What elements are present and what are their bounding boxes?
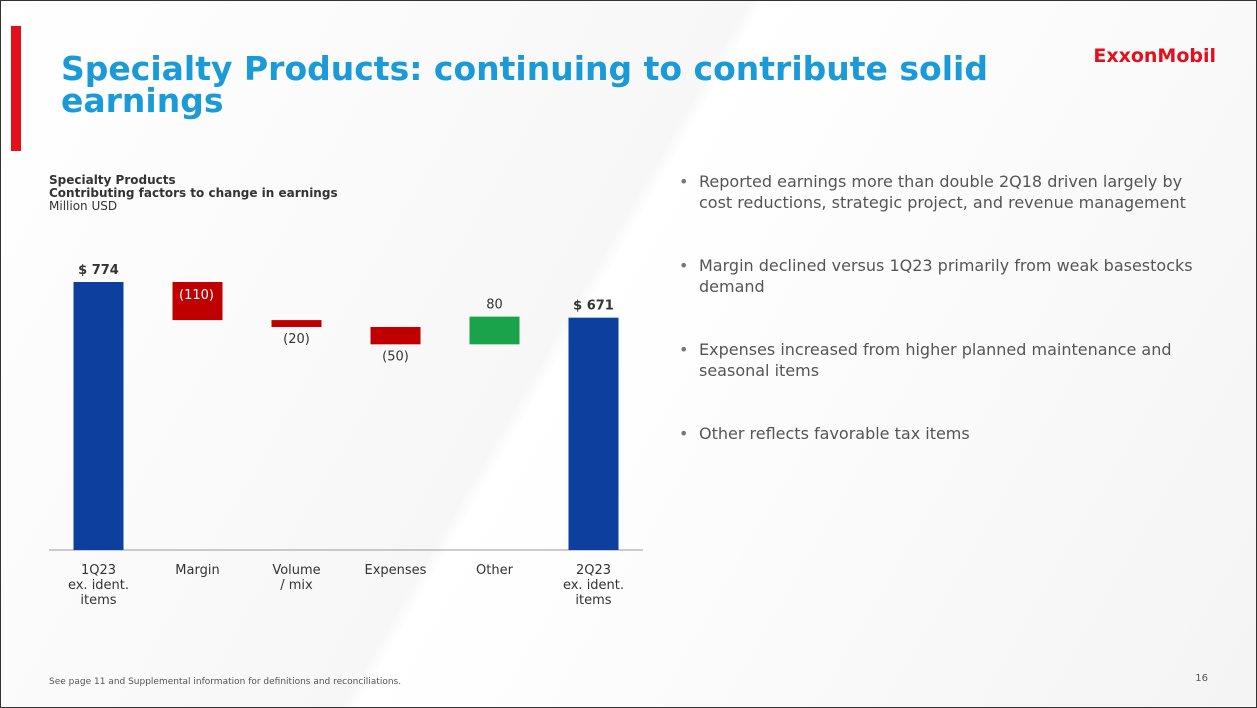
chart-unit: Million USD [49, 199, 118, 213]
x-tick-label: Other [476, 563, 514, 578]
bullet-list: Reported earnings more than double 2Q18 … [673, 171, 1213, 486]
x-tick-label: Volume [272, 563, 320, 578]
slide-title: Specialty Products: continuing to contri… [61, 49, 988, 120]
bullet: Margin declined versus 1Q23 primarily fr… [673, 255, 1213, 297]
x-tick-label: ex. ident. [68, 578, 129, 593]
value-label: (20) [283, 332, 310, 347]
x-tick-label: Expenses [365, 563, 427, 578]
value-label: (50) [382, 349, 409, 364]
x-tick-label: 1Q23 [81, 563, 116, 578]
red-edge [11, 26, 21, 151]
x-tick-label: ex. ident. [563, 578, 624, 593]
bar [271, 320, 322, 328]
bar [73, 282, 124, 550]
x-tick-label: / mix [280, 578, 313, 593]
page-number: 16 [1195, 673, 1208, 684]
bar [469, 316, 520, 345]
footnote: See page 11 and Supplemental information… [49, 677, 402, 687]
bar [370, 327, 421, 345]
chart-title: Specialty Products [49, 173, 176, 187]
bullet: Reported earnings more than double 2Q18 … [673, 171, 1213, 213]
x-tick-label: 2Q23 [576, 563, 611, 578]
bullet: Expenses increased from higher planned m… [673, 339, 1213, 381]
value-label: $ 774 [78, 263, 119, 278]
value-label: $ 671 [573, 299, 614, 314]
value-label: (110) [179, 288, 214, 303]
chart-subtitle: Contributing factors to change in earnin… [49, 186, 338, 200]
title-line: earnings [61, 81, 224, 120]
x-tick-label: Margin [175, 563, 219, 578]
chart-heading: Specialty Products Contributing factors … [49, 174, 338, 213]
logo: ExxonMobil [1093, 45, 1216, 67]
bar [172, 282, 223, 321]
x-tick-label: items [80, 593, 116, 608]
x-tick-label: items [575, 593, 611, 608]
bar [568, 317, 619, 550]
bullet: Other reflects favorable tax items [673, 423, 1213, 444]
value-label: 80 [486, 298, 503, 313]
title-line: Specialty Products: continuing to contri… [61, 49, 988, 88]
